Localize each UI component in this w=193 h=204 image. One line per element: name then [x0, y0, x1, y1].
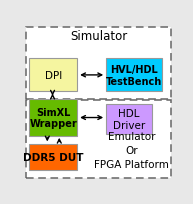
Text: HDL
Driver: HDL Driver — [113, 109, 145, 130]
Text: Simulator: Simulator — [70, 30, 128, 42]
Text: HVL/HDL
TestBench: HVL/HDL TestBench — [106, 65, 162, 86]
FancyBboxPatch shape — [26, 28, 171, 99]
FancyBboxPatch shape — [29, 59, 77, 92]
FancyBboxPatch shape — [106, 59, 163, 92]
Text: DDR5 DUT: DDR5 DUT — [23, 152, 84, 162]
FancyBboxPatch shape — [29, 100, 77, 136]
Text: DPI: DPI — [45, 71, 62, 81]
FancyBboxPatch shape — [29, 144, 77, 171]
FancyBboxPatch shape — [106, 105, 152, 134]
Text: SimXL
Wrapper: SimXL Wrapper — [29, 107, 77, 129]
FancyBboxPatch shape — [26, 101, 171, 178]
Text: Emulator
Or
FPGA Platform: Emulator Or FPGA Platform — [94, 131, 169, 169]
